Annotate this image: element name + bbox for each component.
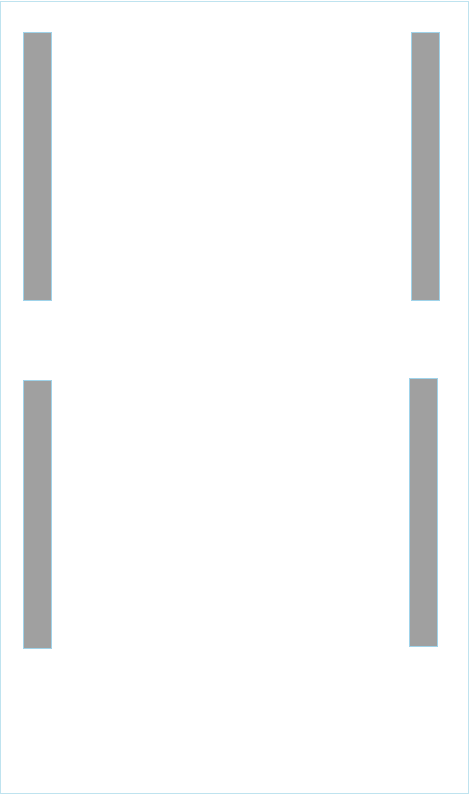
gray-bar-top-right — [411, 32, 440, 301]
gray-bar-bottom-right — [409, 378, 438, 647]
gray-bar-bottom-left — [23, 380, 52, 649]
gray-bar-top-left — [23, 32, 52, 301]
